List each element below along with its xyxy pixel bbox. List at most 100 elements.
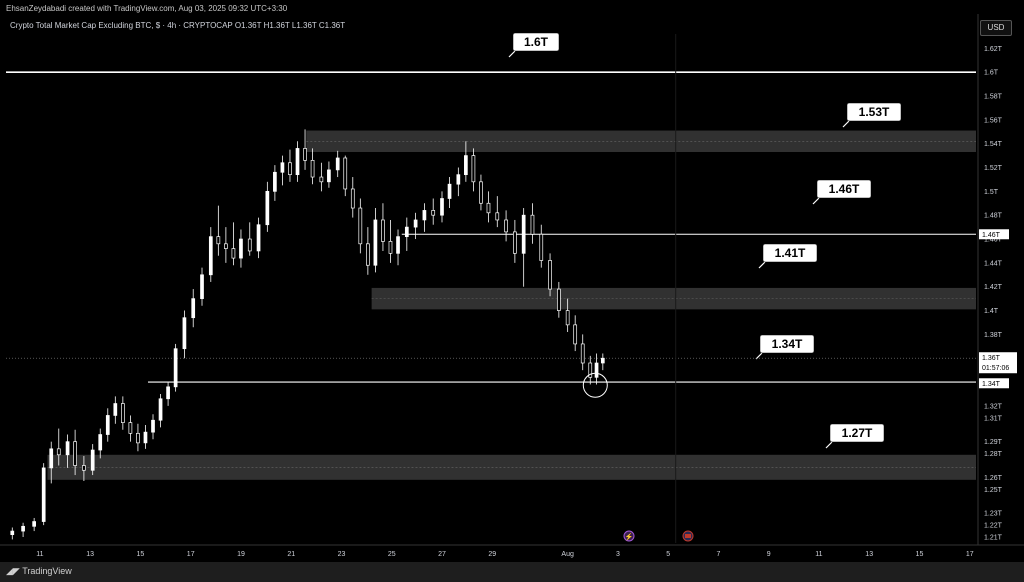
callout-box-1-6T[interactable] [512, 32, 560, 52]
callout-box-1-34T[interactable] [759, 334, 815, 354]
candle-body [216, 236, 221, 245]
candle-body [295, 148, 300, 176]
candle-body [388, 241, 393, 254]
candle-body [431, 210, 436, 216]
axis-level-label: 1.34T [982, 381, 1001, 388]
callout-pointer [825, 441, 833, 449]
y-tick-label: 1.29T [984, 439, 1003, 446]
y-tick-label: 1.28T [984, 451, 1003, 458]
candle-body [191, 298, 196, 319]
highlight-circle[interactable] [582, 372, 608, 398]
x-tick-label: 23 [338, 551, 346, 558]
y-tick-label: 1.32T [984, 403, 1003, 410]
candle-body [288, 162, 292, 176]
x-tick-label: 15 [916, 551, 924, 558]
candle-body [495, 212, 500, 221]
y-tick-label: 1.58T [984, 93, 1003, 100]
candle-body [319, 176, 324, 183]
candle-body [143, 431, 148, 444]
candle-body [556, 288, 561, 311]
callout-label-1-27T: 1.27T [842, 426, 873, 440]
zone-1-41T[interactable] [371, 287, 976, 310]
candle-body [98, 434, 103, 451]
x-tick-label: 11 [36, 551, 43, 558]
candle-body [381, 219, 385, 242]
candle-body [479, 181, 483, 204]
candle-body [65, 441, 70, 456]
candle-body [265, 190, 270, 226]
y-tick-label: 1.44T [984, 260, 1003, 267]
candle-body [373, 219, 378, 266]
candle-body [573, 324, 578, 345]
callout-label-1-34T: 1.34T [772, 337, 803, 351]
x-tick-label: 15 [137, 551, 145, 558]
x-tick-label: 19 [237, 551, 245, 558]
y-tick-label: 1.31T [984, 415, 1003, 422]
tradingview-logo[interactable]: ◢◤ TradingView [6, 566, 72, 577]
candle-body [404, 226, 409, 237]
y-tick-label: 1.46T [984, 237, 1003, 244]
y-tick-label: 1.62T [984, 46, 1003, 53]
candle-body [422, 210, 427, 221]
candle-body [600, 357, 605, 364]
callout-box-1-53T[interactable] [846, 102, 902, 122]
y-tick-label: 1.48T [984, 213, 1003, 220]
candle-body [303, 148, 307, 161]
candle-body [239, 238, 243, 259]
candle-body [580, 343, 585, 364]
y-tick-label: 1.26T [984, 475, 1003, 482]
event-marker-lightning-icon[interactable] [623, 530, 635, 542]
x-tick-label: 17 [966, 551, 974, 558]
callout-label-1-53T: 1.53T [859, 105, 890, 119]
candle-body [200, 274, 204, 299]
y-tick-label: 1.38T [984, 332, 1003, 339]
y-tick-label: 1.23T [984, 511, 1003, 518]
candle-body [588, 362, 593, 378]
candle-body [173, 348, 178, 388]
candle-body [548, 260, 552, 290]
candle-body [136, 432, 140, 444]
x-tick-label: Aug [561, 551, 574, 558]
candle-body [358, 207, 363, 245]
x-tick-label: 9 [767, 551, 771, 558]
candle-body [166, 386, 170, 400]
x-tick-label: 21 [287, 551, 295, 558]
callout-pointer [842, 120, 850, 128]
candle-body [231, 248, 236, 259]
candle-body [343, 157, 348, 190]
candle-body [151, 419, 155, 433]
candle-body [247, 238, 252, 252]
candle-body [256, 224, 261, 252]
symbol-legend[interactable]: Crypto Total Market Cap Excluding BTC, $… [10, 21, 346, 30]
candle-body [32, 521, 36, 527]
footer-bar: ◢◤ TradingView [0, 562, 1024, 582]
candle-body [310, 160, 315, 178]
y-tick-label: 1.54T [984, 141, 1003, 148]
candle-body [113, 403, 118, 416]
candle-body [594, 362, 599, 378]
x-tick-label: 13 [865, 551, 873, 558]
lightning-icon: ⚡ [625, 532, 634, 541]
current-price-tag [979, 352, 1017, 374]
candle-body [82, 465, 86, 471]
callout-box-1-41T[interactable] [762, 243, 818, 263]
candle-body [49, 448, 54, 469]
candle-body [208, 236, 213, 276]
candle-body [521, 214, 526, 254]
callout-pointer [508, 50, 516, 58]
candle-body [366, 243, 370, 266]
candle-body [464, 155, 468, 176]
callout-box-1-46T[interactable] [816, 179, 872, 199]
y-tick-label: 1.42T [984, 284, 1003, 291]
callout-pointer [812, 197, 820, 205]
current-price-label: 1.36T [982, 355, 1001, 362]
candle-body [90, 449, 95, 471]
callout-box-1-27T[interactable] [829, 423, 885, 443]
price-chart[interactable]: 1.6T 1.53T 1.46T 1.41T 1.34T 1.27T 1.62T 1.6T 1.… [0, 0, 1024, 562]
bar-countdown: 01:57:06 [982, 365, 1009, 372]
y-tick-label: 1.21T [984, 535, 1003, 542]
y-tick-label: 1.5T [984, 189, 999, 196]
zone-1-53T[interactable] [306, 130, 976, 153]
tradingview-icon: ◢◤ [6, 566, 23, 576]
currency-button[interactable]: USD [980, 20, 1012, 36]
